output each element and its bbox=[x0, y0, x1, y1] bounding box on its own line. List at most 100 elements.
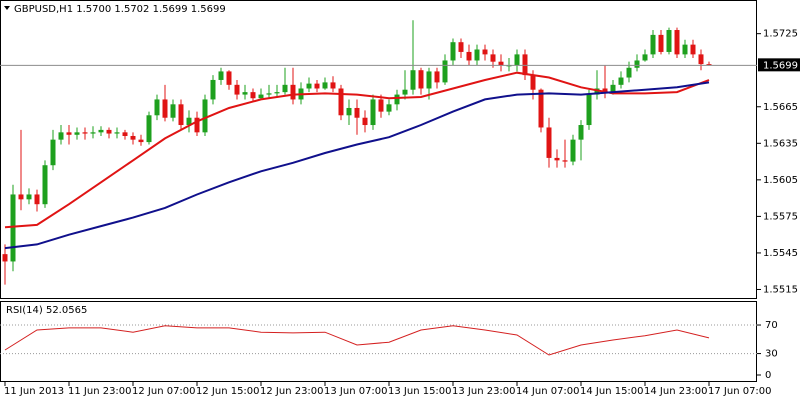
candle-body bbox=[434, 71, 440, 83]
candle-body bbox=[602, 88, 608, 93]
candle-body bbox=[290, 84, 296, 100]
candle-body bbox=[674, 30, 680, 55]
x-tick-label: 13 Jun 07:00 bbox=[324, 386, 388, 397]
candle-body bbox=[250, 92, 256, 99]
rsi-line bbox=[4, 325, 710, 356]
candle-body bbox=[154, 99, 160, 116]
candle-body bbox=[138, 139, 144, 143]
y-tick-label: 1.5575 bbox=[763, 211, 798, 222]
candle-body bbox=[178, 104, 184, 126]
y-tick-label: 1.5665 bbox=[763, 102, 798, 113]
candle-body bbox=[314, 83, 320, 89]
candle-body bbox=[378, 99, 384, 112]
y-tick-label: 70 bbox=[765, 320, 778, 331]
candle-body bbox=[242, 92, 248, 95]
candle-body bbox=[538, 89, 544, 128]
candle-body bbox=[74, 132, 80, 135]
candle-body bbox=[114, 132, 120, 134]
candle-body bbox=[282, 84, 288, 93]
candle-body bbox=[498, 61, 504, 66]
indicator-title: RSI(14) 52.0565 bbox=[6, 305, 87, 316]
collapse-icon bbox=[4, 6, 10, 10]
candle-body bbox=[122, 132, 128, 136]
x-tick-label: 11 Jun 23:00 bbox=[68, 386, 132, 397]
candle-body bbox=[594, 88, 600, 95]
last-price-label: 1.5699 bbox=[763, 60, 798, 71]
x-tick-label: 12 Jun 07:00 bbox=[132, 386, 196, 397]
candle-body bbox=[514, 54, 520, 66]
candle-body bbox=[666, 30, 672, 52]
candle-body bbox=[66, 132, 72, 135]
candle-body bbox=[226, 71, 232, 85]
candle-body bbox=[354, 107, 360, 118]
candle-body bbox=[650, 34, 656, 55]
candle-body bbox=[402, 89, 408, 95]
candle-body bbox=[322, 82, 328, 89]
candle-body bbox=[490, 54, 496, 62]
candle-body bbox=[306, 83, 312, 89]
y-tick-label: 1.5545 bbox=[763, 248, 798, 259]
y-tick-label: 30 bbox=[765, 349, 778, 360]
candle-body bbox=[586, 94, 592, 126]
candle-body bbox=[50, 139, 56, 166]
candle-body bbox=[10, 194, 16, 262]
candle-body bbox=[26, 194, 32, 200]
candle-body bbox=[18, 194, 24, 200]
candle-body bbox=[218, 71, 224, 80]
moving-average bbox=[4, 71, 710, 229]
candle-body bbox=[90, 132, 96, 134]
candle-body bbox=[482, 49, 488, 55]
candle-body bbox=[234, 84, 240, 95]
candle-body bbox=[170, 104, 176, 118]
candle-body bbox=[690, 44, 696, 55]
candle-body bbox=[562, 160, 568, 162]
y-tick-label: 1.5605 bbox=[763, 175, 798, 186]
x-tick-label: 12 Jun 15:00 bbox=[196, 386, 260, 397]
x-tick-label: 17 Jun 07:00 bbox=[708, 386, 772, 397]
last-price-box bbox=[758, 58, 800, 72]
candle-body bbox=[458, 42, 464, 52]
candle-body bbox=[34, 194, 40, 205]
candle-body bbox=[626, 67, 632, 78]
price-panel bbox=[0, 0, 757, 299]
candle-body bbox=[682, 44, 688, 55]
candle-body bbox=[266, 93, 272, 95]
plot: 1.5725 1.5665 1.5635 1.5605 1.5575 1.5545 1.55… bbox=[0, 20, 800, 397]
y-tick-label: 1.5635 bbox=[763, 138, 798, 149]
candle-body bbox=[82, 132, 88, 134]
x-tick-label: 11 Jun 2013 bbox=[4, 386, 64, 397]
candle-body bbox=[706, 64, 712, 66]
candle-body bbox=[578, 125, 584, 140]
candle-body bbox=[426, 71, 432, 89]
candle-body bbox=[466, 51, 472, 61]
moving-average bbox=[4, 81, 710, 250]
candle-body bbox=[2, 254, 8, 262]
candle-body bbox=[554, 157, 560, 161]
candle-body bbox=[162, 99, 168, 118]
candle-body bbox=[642, 54, 648, 61]
candle-body bbox=[42, 165, 48, 205]
candle-body bbox=[186, 117, 192, 126]
candle-body bbox=[130, 135, 136, 140]
candle-body bbox=[210, 79, 216, 100]
candle-body bbox=[338, 88, 344, 116]
x-tick-label: 14 Jun 23:00 bbox=[644, 386, 708, 397]
candle-body bbox=[570, 139, 576, 162]
candle-body bbox=[450, 42, 456, 61]
chart-title: GBPUSD,H1 1.5700 1.5702 1.5699 1.5699 bbox=[14, 4, 226, 15]
candle-body bbox=[58, 132, 64, 140]
candle-body bbox=[474, 49, 480, 61]
y-tick-label: 1.5725 bbox=[763, 29, 798, 40]
candle-body bbox=[418, 70, 424, 89]
candle-body bbox=[258, 94, 264, 99]
candle-body bbox=[202, 99, 208, 133]
y-tick-label: 0 bbox=[765, 370, 771, 381]
candle-body bbox=[522, 54, 528, 76]
candle-body bbox=[386, 104, 392, 112]
x-tick-label: 13 Jun 15:00 bbox=[388, 386, 452, 397]
candle-body bbox=[106, 129, 112, 134]
candle-body bbox=[194, 117, 200, 133]
x-tick-label: 14 Jun 15:00 bbox=[580, 386, 644, 397]
candle-body bbox=[618, 77, 624, 85]
